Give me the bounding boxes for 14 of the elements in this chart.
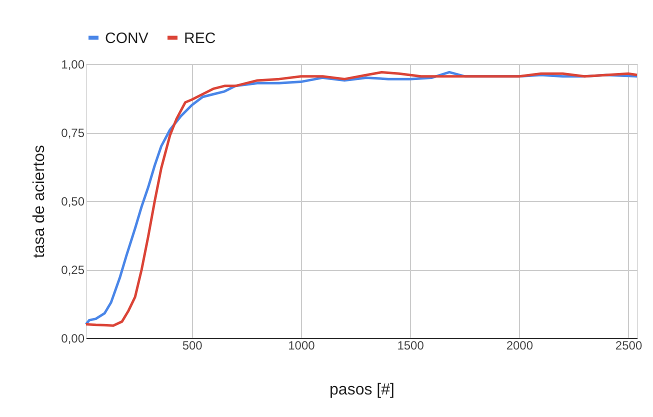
x-tick-label: 2500 [615, 338, 642, 352]
y-tick-label: 0,75 [61, 126, 85, 140]
x-tick-label: 2000 [506, 338, 534, 352]
y-tick-label: 0,00 [61, 332, 85, 346]
x-tick-label: 500 [182, 338, 203, 352]
legend-label: CONV [105, 30, 148, 47]
y-tick-label: 1,00 [61, 58, 85, 72]
x-axis-title: pasos [#] [330, 382, 394, 398]
y-axis-title: tasa de aciertos [31, 145, 48, 258]
legend-label: REC [184, 30, 216, 47]
y-tick-label: 0,50 [61, 194, 85, 208]
y-tick-label: 0,25 [61, 263, 85, 277]
x-tick-label: 1000 [288, 338, 316, 352]
x-tick-label: 1500 [397, 338, 424, 352]
